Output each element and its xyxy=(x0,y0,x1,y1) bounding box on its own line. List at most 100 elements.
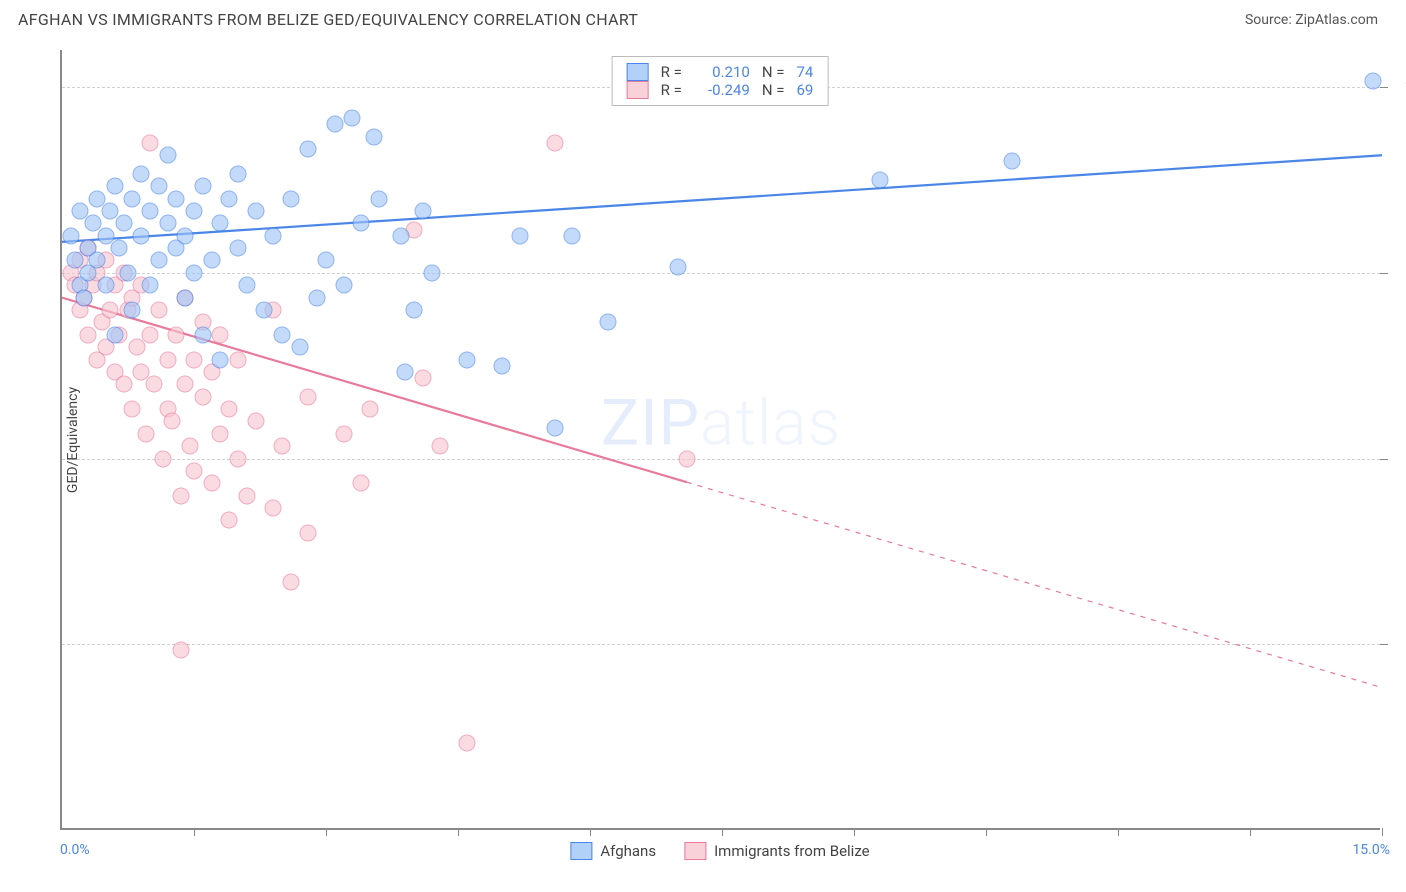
scatter-point xyxy=(230,351,247,368)
scatter-point xyxy=(133,227,150,244)
scatter-point xyxy=(326,116,343,133)
scatter-point xyxy=(511,227,528,244)
n-label: N = xyxy=(762,81,785,99)
scatter-point xyxy=(98,277,115,294)
scatter-point xyxy=(230,240,247,257)
x-tick xyxy=(326,828,327,836)
scatter-point xyxy=(309,289,326,306)
x-tick xyxy=(722,828,723,836)
legend-row: R =0.210N =74 xyxy=(627,63,814,81)
x-axis-max-label: 15.0% xyxy=(1352,842,1390,858)
scatter-point xyxy=(177,289,194,306)
scatter-point xyxy=(282,190,299,207)
legend-swatch xyxy=(684,842,706,860)
scatter-point xyxy=(115,215,132,232)
scatter-point xyxy=(670,258,687,275)
scatter-point xyxy=(335,277,352,294)
y-tick xyxy=(1380,644,1388,645)
y-tick xyxy=(1380,87,1388,88)
scatter-point xyxy=(353,215,370,232)
scatter-point xyxy=(458,351,475,368)
x-tick xyxy=(458,828,459,836)
scatter-point xyxy=(159,215,176,232)
scatter-point xyxy=(194,388,211,405)
r-label: R = xyxy=(661,63,682,81)
scatter-point xyxy=(247,202,264,219)
scatter-point xyxy=(872,172,889,189)
watermark: ZIPatlas xyxy=(601,386,841,461)
regression-lines xyxy=(62,50,1382,830)
scatter-point xyxy=(124,190,141,207)
scatter-point xyxy=(366,128,383,145)
scatter-point xyxy=(230,450,247,467)
scatter-point xyxy=(111,240,128,257)
series-name: Immigrants from Belize xyxy=(714,842,870,860)
scatter-point xyxy=(194,178,211,195)
scatter-point xyxy=(432,438,449,455)
scatter-point xyxy=(186,351,203,368)
scatter-point xyxy=(300,524,317,541)
scatter-point xyxy=(150,178,167,195)
scatter-point xyxy=(212,326,229,343)
scatter-point xyxy=(265,227,282,244)
chart-title: AFGHAN VS IMMIGRANTS FROM BELIZE GED/EQU… xyxy=(18,10,638,29)
scatter-point xyxy=(177,376,194,393)
scatter-point xyxy=(168,190,185,207)
scatter-point xyxy=(238,277,255,294)
scatter-point xyxy=(546,134,563,151)
scatter-point xyxy=(142,277,159,294)
scatter-point xyxy=(181,438,198,455)
scatter-point xyxy=(406,302,423,319)
x-tick xyxy=(1250,828,1251,836)
gridline xyxy=(62,273,1380,274)
scatter-point xyxy=(300,388,317,405)
scatter-point xyxy=(221,512,238,529)
scatter-point xyxy=(124,302,141,319)
scatter-point xyxy=(102,302,119,319)
scatter-point xyxy=(546,419,563,436)
scatter-point xyxy=(186,462,203,479)
plot-area: ZIPatlas 55.0%70.0%85.0%100.0% xyxy=(60,50,1380,830)
n-label: N = xyxy=(762,63,785,81)
x-tick xyxy=(854,828,855,836)
scatter-point xyxy=(564,227,581,244)
scatter-point xyxy=(159,351,176,368)
scatter-point xyxy=(194,326,211,343)
y-tick xyxy=(1380,273,1388,274)
scatter-point xyxy=(142,202,159,219)
scatter-point xyxy=(221,401,238,418)
scatter-point xyxy=(124,401,141,418)
scatter-point xyxy=(62,227,79,244)
scatter-point xyxy=(159,147,176,164)
r-label: R = xyxy=(661,81,682,99)
source-attribution: Source: ZipAtlas.com xyxy=(1245,12,1378,28)
scatter-point xyxy=(142,326,159,343)
scatter-point xyxy=(458,735,475,752)
scatter-point xyxy=(212,215,229,232)
scatter-point xyxy=(89,252,106,269)
r-value: 0.210 xyxy=(694,63,750,81)
scatter-chart: ZIPatlas 55.0%70.0%85.0%100.0% GED/Equiv… xyxy=(60,50,1380,830)
scatter-point xyxy=(230,165,247,182)
scatter-point xyxy=(150,302,167,319)
scatter-point xyxy=(265,500,282,517)
r-value: -0.249 xyxy=(694,81,750,99)
series-legend: AfghansImmigrants from Belize xyxy=(570,842,869,860)
scatter-point xyxy=(300,141,317,158)
correlation-legend: R =0.210N =74R =-0.249N =69 xyxy=(612,56,829,106)
y-tick xyxy=(1380,459,1388,460)
scatter-point xyxy=(212,351,229,368)
scatter-point xyxy=(370,190,387,207)
scatter-point xyxy=(414,202,431,219)
scatter-point xyxy=(362,401,379,418)
scatter-point xyxy=(150,252,167,269)
x-tick xyxy=(1382,828,1383,836)
scatter-point xyxy=(392,227,409,244)
legend-swatch xyxy=(627,63,649,81)
scatter-point xyxy=(1365,72,1382,89)
scatter-point xyxy=(221,190,238,207)
legend-row: R =-0.249N =69 xyxy=(627,81,814,99)
scatter-point xyxy=(353,475,370,492)
scatter-point xyxy=(168,326,185,343)
gridline xyxy=(62,644,1380,645)
